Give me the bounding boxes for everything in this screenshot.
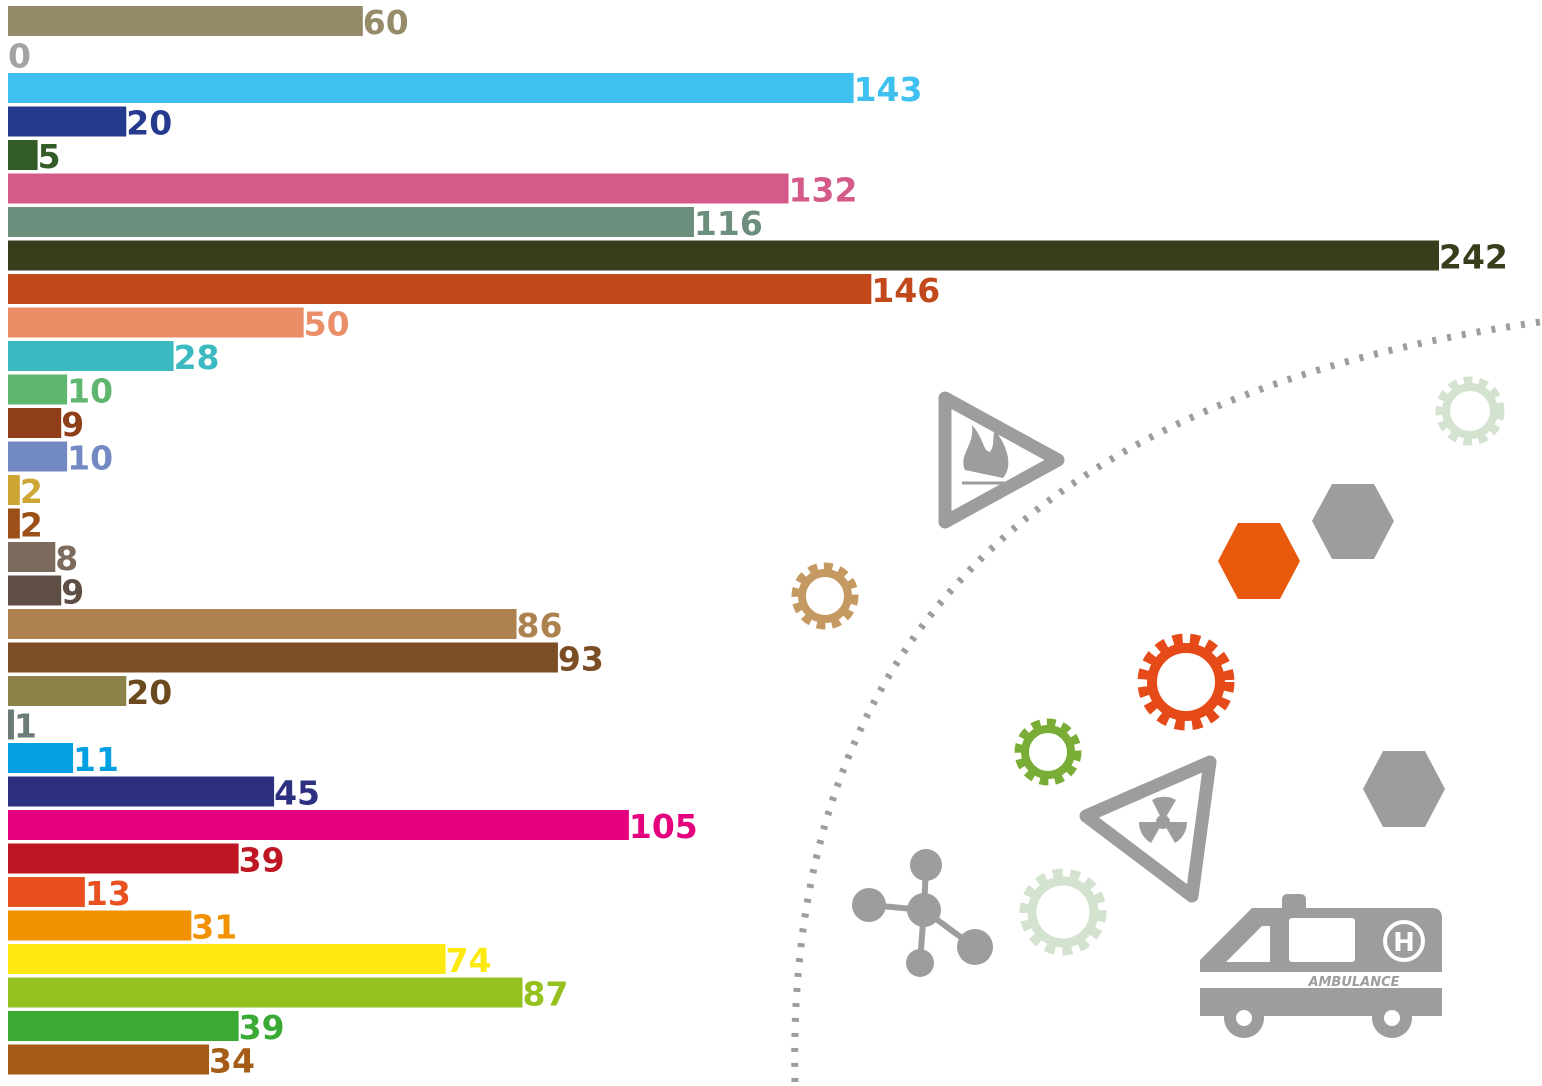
bar-group: 45 [8,774,320,813]
bar-group: 0 [8,37,31,76]
bar-group: 39 [8,1008,285,1047]
bar-group: 20 [8,104,172,143]
bar-group: 116 [8,204,763,243]
bar [8,374,68,405]
bar-value-label: 2 [20,472,43,511]
bar-value-label: 105 [629,807,698,846]
bar [8,173,789,204]
bar-value-label: 87 [522,975,568,1014]
bar-group: 86 [8,606,562,645]
bar-value-label: 10 [67,439,113,478]
bar [8,910,192,941]
bar [8,575,62,606]
bar-group: 11 [8,740,119,779]
bar [8,642,558,673]
bar [8,207,694,237]
bar-group: 31 [8,908,237,947]
bar-value-label: 9 [61,573,84,612]
bar-group: 39 [8,841,285,880]
bar [8,408,62,438]
bar-group: 5 [8,137,61,176]
bar [8,240,1439,271]
bar [8,1011,239,1041]
bar [8,944,446,974]
bar-group: 10 [8,372,113,411]
bar-group: 1 [8,707,37,746]
bar [8,743,74,773]
bar-group: 9 [8,405,84,444]
bar [8,140,38,170]
bar-group: 9 [8,573,84,612]
bar-value-label: 20 [126,104,172,143]
bar [8,843,239,874]
bar-value-label: 10 [67,372,113,411]
bar-group: 2 [8,472,43,511]
bar-value-label: 8 [55,539,78,578]
bar-value-label: 60 [363,3,409,42]
bar [8,508,20,539]
bar-group: 93 [8,640,604,679]
bar-value-label: 45 [274,774,320,813]
bar [8,776,275,807]
bar-value-label: 20 [126,673,172,712]
bar [8,709,14,740]
bar-value-label: 50 [304,305,350,344]
bar-value-label: 39 [239,841,285,880]
bar-group: 8 [8,539,78,578]
bar [8,73,854,103]
bar-group: 34 [8,1042,255,1081]
bar-value-label: 86 [517,606,563,645]
bar-value-label: 31 [191,908,237,947]
bar-value-label: 39 [239,1008,285,1047]
bar-group: 20 [8,673,172,712]
bar-value-label: 132 [789,171,858,210]
bar [8,475,20,505]
bar [8,441,68,472]
bar-group: 50 [8,305,350,344]
bar-group: 60 [8,3,409,42]
bar [8,676,127,706]
bar-value-label: 116 [694,204,763,243]
bar-value-label: 93 [558,640,604,679]
bar-value-label: 5 [38,137,61,176]
bar [8,877,85,907]
bar-value-label: 1 [14,707,37,746]
bar [8,307,304,338]
bar-group: 2 [8,506,43,545]
bar [8,977,523,1008]
bar-value-label: 28 [174,338,220,377]
bar [8,1044,210,1075]
bar-group: 87 [8,975,568,1014]
bar-value-label: 0 [8,37,31,76]
bar-group: 74 [8,941,492,980]
bar-group: 146 [8,271,940,310]
bar-group: 242 [8,238,1508,277]
bar-group: 105 [8,807,698,846]
bar [8,6,363,36]
bar [8,341,174,371]
bar [8,810,629,840]
bar-group: 143 [8,70,922,109]
bar-group: 132 [8,171,857,210]
bar-group: 10 [8,439,113,478]
bar-value-label: 74 [446,941,492,980]
bar [8,542,56,572]
bar [8,609,517,639]
bar [8,274,872,304]
bar-value-label: 143 [854,70,923,109]
bar-value-label: 242 [1439,238,1508,277]
bar-group: 13 [8,874,131,913]
bar-value-label: 34 [209,1042,255,1081]
bar-value-label: 146 [871,271,940,310]
bar-value-label: 2 [20,506,43,545]
bar-group: 28 [8,338,220,377]
bar [8,106,127,137]
bar-value-label: 13 [85,874,131,913]
bar-value-label: 9 [61,405,84,444]
bar-value-label: 11 [73,740,119,779]
